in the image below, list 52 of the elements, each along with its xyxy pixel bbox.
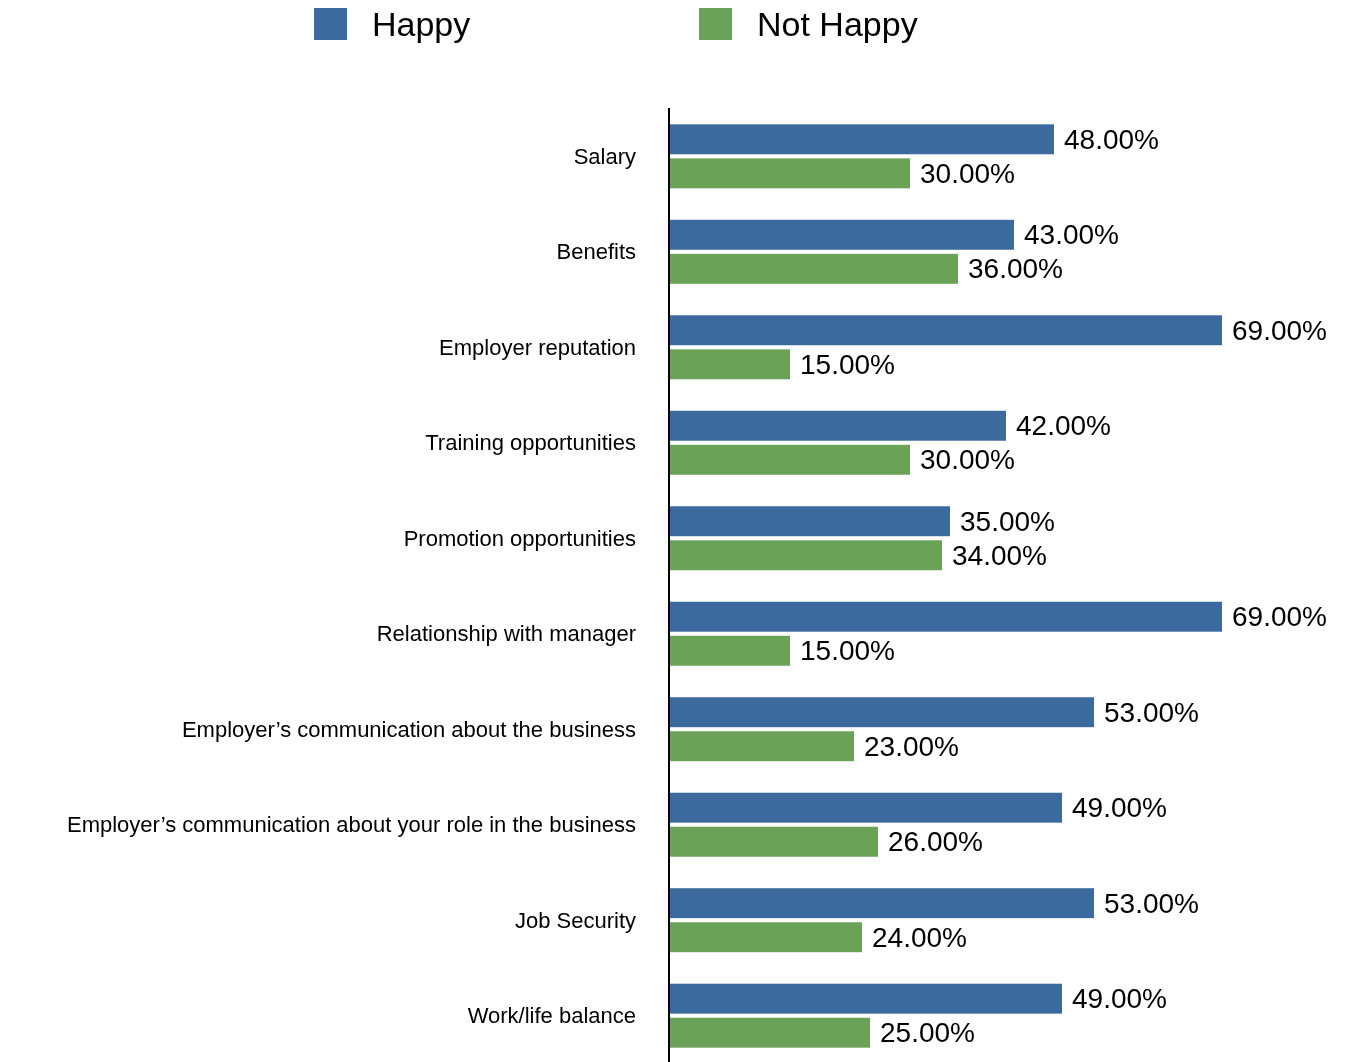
data-label: 15.00%: [800, 348, 895, 380]
data-label: 15.00%: [800, 635, 895, 667]
bar: [670, 219, 1014, 250]
bar: [670, 315, 1222, 346]
data-label: 53.00%: [1104, 696, 1199, 728]
bar: [670, 983, 1062, 1014]
y-tick-label: Job Security: [514, 907, 636, 933]
data-label: 69.00%: [1232, 314, 1327, 346]
bar: [670, 888, 1094, 919]
bar: [670, 922, 862, 953]
bar: [670, 506, 950, 537]
bar: [670, 253, 958, 284]
data-label: 26.00%: [888, 826, 983, 858]
bar: [670, 826, 878, 857]
data-label: 35.00%: [960, 505, 1055, 537]
data-label: 30.00%: [920, 157, 1015, 189]
data-label: 69.00%: [1232, 601, 1327, 633]
bar: [670, 444, 910, 475]
data-label: 34.00%: [952, 539, 1047, 571]
y-tick-label: Employer’s communication about your role in the business: [66, 812, 636, 838]
bar: [670, 792, 1062, 823]
y-tick-label: Employer reputation: [439, 334, 636, 360]
data-label: 49.00%: [1072, 983, 1167, 1015]
bar: [670, 349, 790, 380]
y-tick-label: Training opportunities: [425, 430, 636, 456]
data-label: 48.00%: [1064, 123, 1159, 155]
bar: [670, 1017, 870, 1048]
y-tick-label: Salary: [573, 143, 636, 169]
bar: [670, 731, 854, 762]
data-label: 53.00%: [1104, 887, 1199, 919]
bar: [670, 601, 1222, 632]
bar: [670, 410, 1006, 441]
y-tick-label: Work/life balance: [467, 1003, 636, 1029]
data-label: 23.00%: [864, 730, 959, 762]
bar: [670, 540, 942, 571]
data-label: 30.00%: [920, 444, 1015, 476]
bar: [670, 124, 1054, 155]
data-label: 24.00%: [872, 921, 967, 953]
bar: [670, 158, 910, 189]
y-tick-label: Employer’s communication about the business: [181, 716, 636, 742]
legend-label: Not Happy: [757, 5, 918, 43]
data-label: 42.00%: [1016, 410, 1111, 442]
y-tick-label: Promotion opportunities: [403, 525, 636, 551]
data-label: 25.00%: [880, 1017, 975, 1049]
data-label: 49.00%: [1072, 792, 1167, 824]
y-tick-label: Benefits: [556, 239, 636, 265]
legend-label: Happy: [372, 5, 471, 43]
bar: [670, 697, 1094, 728]
y-tick-label: Relationship with manager: [376, 621, 636, 647]
data-label: 36.00%: [968, 253, 1063, 285]
data-label: 43.00%: [1024, 219, 1119, 251]
bar: [670, 635, 790, 666]
